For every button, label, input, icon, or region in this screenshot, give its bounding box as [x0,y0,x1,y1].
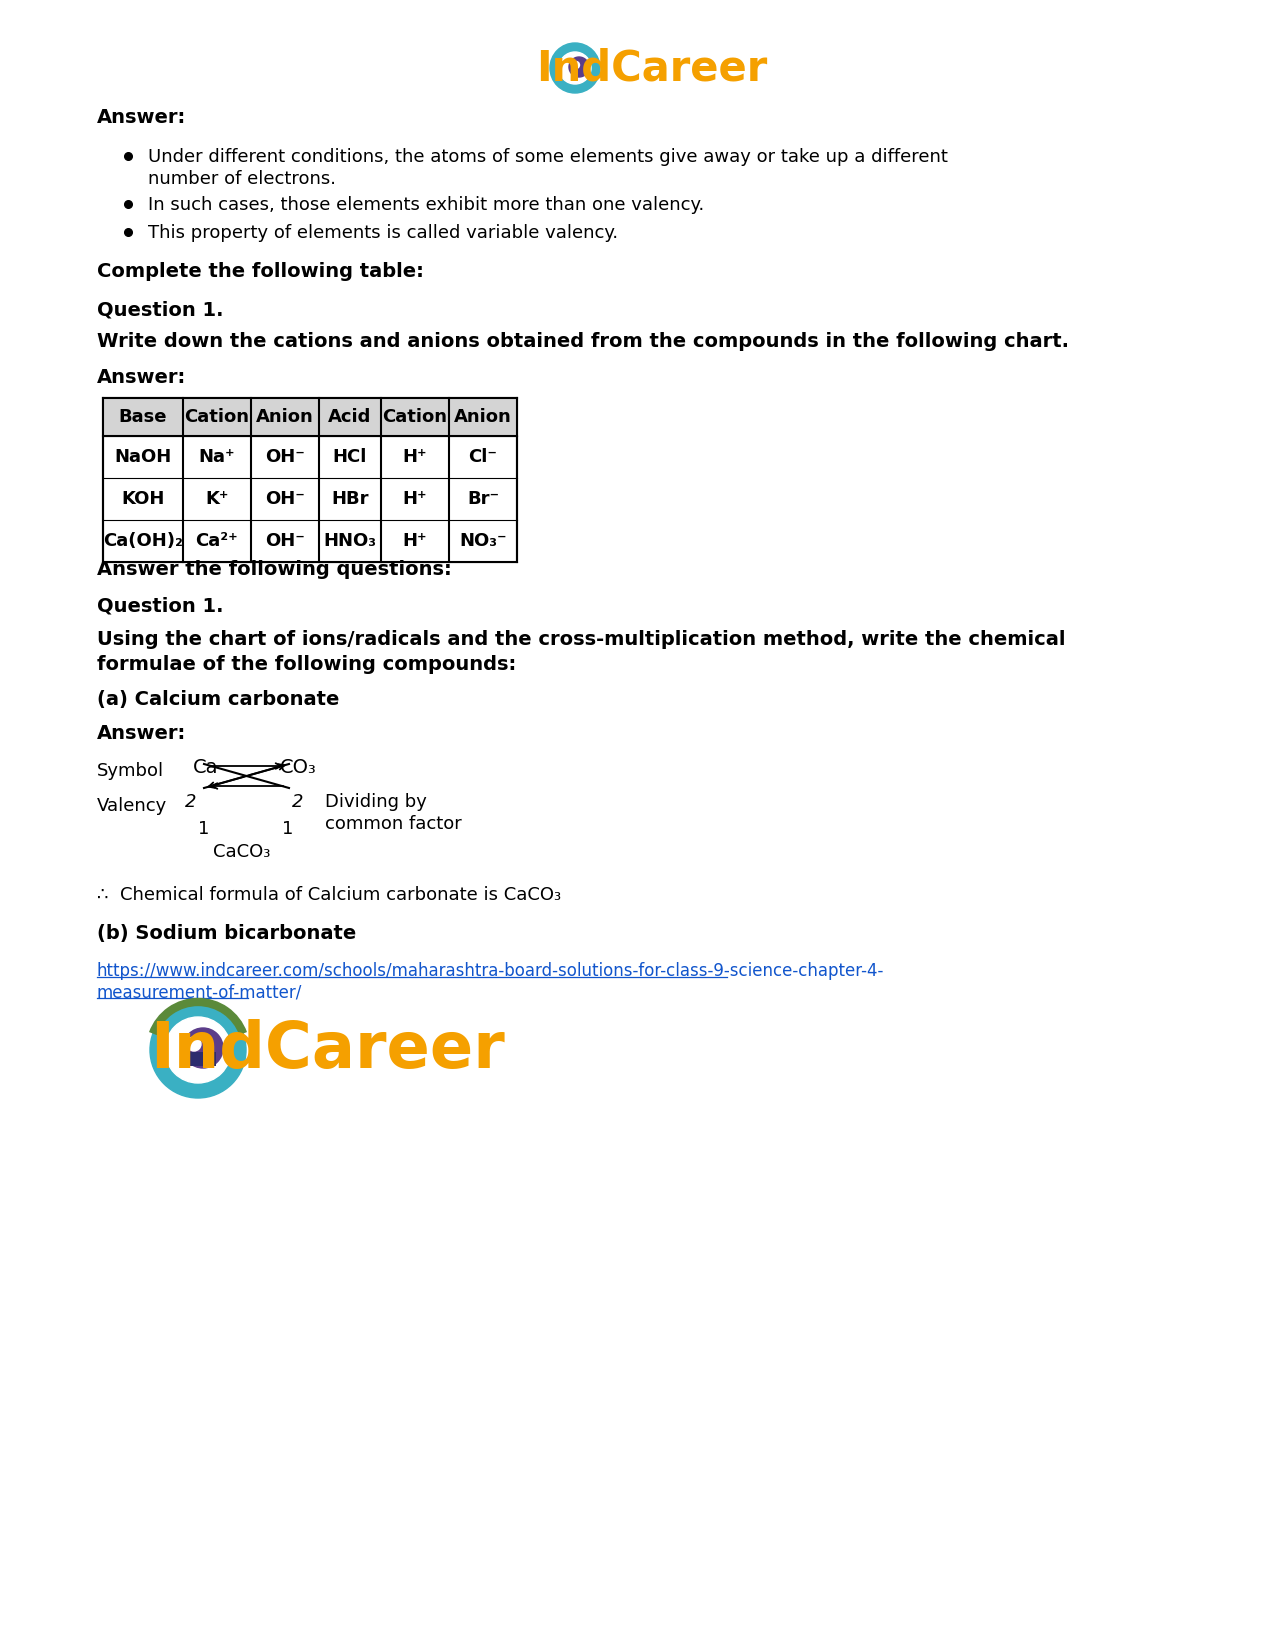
Text: Cation: Cation [185,408,250,426]
Text: Answer:: Answer: [97,725,186,743]
Text: H⁺: H⁺ [403,447,427,466]
Circle shape [550,43,601,92]
Text: Valency: Valency [97,797,167,816]
Text: Anion: Anion [256,408,314,426]
Circle shape [187,1037,201,1052]
Text: Question 1.: Question 1. [97,596,223,616]
Text: Answer:: Answer: [97,368,186,386]
Text: Cl⁻: Cl⁻ [468,447,497,466]
Text: https://www.indcareer.com/schools/maharashtra-board-solutions-for-class-9-scienc: https://www.indcareer.com/schools/mahara… [97,963,885,981]
Text: OH⁻: OH⁻ [265,490,305,509]
Text: Ca: Ca [193,758,218,778]
Text: formulae of the following compounds:: formulae of the following compounds: [97,655,516,674]
Text: IndCareer: IndCareer [150,1019,505,1081]
Text: Answer the following questions:: Answer the following questions: [97,560,451,580]
Text: Anion: Anion [454,408,511,426]
Text: Complete the following table:: Complete the following table: [97,263,423,281]
Circle shape [150,1002,246,1098]
Circle shape [558,51,592,84]
Text: K⁺: K⁺ [205,490,228,509]
Text: Question 1.: Question 1. [97,300,223,319]
Text: HNO₃: HNO₃ [324,532,376,550]
Bar [190,1052,215,1067]
Text: OH⁻: OH⁻ [265,447,305,466]
Text: NO₃⁻: NO₃⁻ [459,532,506,550]
Circle shape [569,58,589,78]
Text: HCl: HCl [333,447,367,466]
Text: Acid: Acid [329,408,372,426]
Text: OH⁻: OH⁻ [265,532,305,550]
Text: NaOH: NaOH [115,447,172,466]
Text: Base: Base [119,408,167,426]
Text: H⁺: H⁺ [403,532,427,550]
Text: Dividing by: Dividing by [325,792,427,811]
Text: 1: 1 [198,821,209,839]
Text: ∴  Chemical formula of Calcium carbonate is CaCO₃: ∴ Chemical formula of Calcium carbonate … [97,887,561,905]
Text: number of electrons.: number of electrons. [148,170,337,188]
Text: common factor: common factor [325,816,462,834]
Text: HBr: HBr [332,490,368,509]
Text: 1: 1 [282,821,293,839]
Text: In such cases, those elements exhibit more than one valency.: In such cases, those elements exhibit mo… [148,196,704,215]
Text: CaCO₃: CaCO₃ [213,844,270,862]
Circle shape [164,1017,231,1083]
Text: KOH: KOH [121,490,164,509]
Text: This property of elements is called variable valency.: This property of elements is called vari… [148,225,618,243]
Text: 2: 2 [292,792,303,811]
Text: H⁺: H⁺ [403,490,427,509]
Text: Br⁻: Br⁻ [467,490,499,509]
Bar [103,398,516,436]
Text: Under different conditions, the atoms of some elements give away or take up a di: Under different conditions, the atoms of… [148,149,947,167]
Text: (a) Calcium carbonate: (a) Calcium carbonate [97,690,339,708]
Text: (b) Sodium bicarbonate: (b) Sodium bicarbonate [97,925,356,943]
Text: 2: 2 [185,792,196,811]
Text: Ca(OH)₂: Ca(OH)₂ [103,532,182,550]
Text: Write down the cations and anions obtained from the compounds in the following c: Write down the cations and anions obtain… [97,332,1068,352]
Text: Symbol: Symbol [97,763,164,779]
Bar [103,398,516,561]
Circle shape [184,1029,223,1068]
Text: Na⁺: Na⁺ [199,447,236,466]
Text: Answer:: Answer: [97,107,186,127]
Text: CO₃: CO₃ [280,758,316,778]
Text: measurement-of-matter/: measurement-of-matter/ [97,982,302,1001]
Text: Ca²⁺: Ca²⁺ [195,532,238,550]
Text: IndCareer: IndCareer [537,46,768,89]
Text: Cation: Cation [382,408,448,426]
Text: Using the chart of ions/radicals and the cross-multiplication method, write the : Using the chart of ions/radicals and the… [97,631,1066,649]
Circle shape [572,61,580,68]
